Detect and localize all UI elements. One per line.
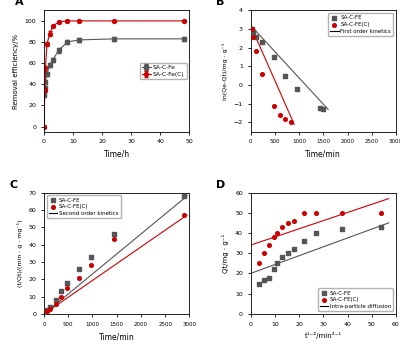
SA-C-FE: [180, 193, 187, 199]
SA-C-FE(C): [312, 210, 319, 216]
SA-C-FE(C): [291, 218, 297, 224]
X-axis label: Time/h: Time/h: [104, 150, 130, 159]
Legend: SA-C-Fe, SA-C-Fe(C): SA-C-Fe, SA-C-Fe(C): [140, 63, 186, 79]
SA-C-FE: [250, 29, 257, 34]
Text: C: C: [9, 180, 17, 190]
SA-C-FE: [256, 281, 262, 286]
SA-C-FE(C): [180, 212, 187, 218]
Text: B: B: [216, 0, 224, 8]
X-axis label: Time/min: Time/min: [305, 150, 341, 159]
SA-C-FE(C): [261, 250, 267, 256]
SA-C-FE: [285, 250, 291, 256]
SA-C-FE(C): [256, 260, 262, 266]
SA-C-FE(C): [87, 263, 94, 268]
SA-C-FE(C): [300, 210, 307, 216]
SA-C-FE: [266, 275, 272, 280]
SA-C-FE: [271, 54, 277, 60]
Legend: SA-C-FE, SA-C-FE(C), First order kinetics: SA-C-FE, SA-C-FE(C), First order kinetic…: [328, 13, 393, 36]
SA-C-FE(C): [47, 306, 53, 312]
Text: A: A: [15, 0, 24, 8]
SA-C-FE(C): [76, 275, 82, 280]
Legend: SA-C-FE, SA-C-FE(C), Second order kinetics: SA-C-FE, SA-C-FE(C), Second order kineti…: [47, 195, 121, 218]
SA-C-FE(C): [52, 301, 59, 306]
SA-C-FE: [47, 304, 53, 310]
SA-C-FE(C): [339, 210, 346, 216]
X-axis label: t¹⁻²/min²⁻¹: t¹⁻²/min²⁻¹: [305, 332, 342, 339]
SA-C-FE: [249, 26, 255, 32]
Y-axis label: (t/Qt)/(min · g · mg⁻¹): (t/Qt)/(min · g · mg⁻¹): [17, 219, 23, 287]
SA-C-FE(C): [249, 26, 255, 32]
SA-C-FE: [58, 289, 65, 294]
SA-C-FE: [282, 73, 289, 79]
SA-C-FE: [378, 224, 384, 230]
SA-C-FE: [111, 231, 117, 237]
SA-C-FE: [291, 246, 297, 252]
SA-C-FE(C): [64, 285, 70, 291]
SA-C-FE(C): [250, 34, 257, 39]
SA-C-FE: [270, 267, 277, 272]
SA-C-FE(C): [253, 49, 260, 54]
SA-C-FE: [261, 277, 267, 282]
Y-axis label: ln(Qe-Qt)/mg · g⁻¹: ln(Qe-Qt)/mg · g⁻¹: [222, 42, 228, 100]
SA-C-FE(C): [44, 308, 50, 314]
SA-C-FE: [259, 39, 265, 45]
SA-C-FE: [52, 297, 59, 303]
SA-C-FE: [44, 308, 50, 313]
SA-C-FE: [76, 266, 82, 272]
SA-C-FE: [64, 280, 70, 285]
SA-C-FE(C): [288, 120, 294, 125]
SA-C-FE: [253, 34, 260, 39]
SA-C-FE(C): [285, 220, 291, 226]
SA-C-FE(C): [276, 112, 283, 118]
Y-axis label: Qt/mg · g⁻¹: Qt/mg · g⁻¹: [222, 234, 230, 273]
SA-C-FE(C): [111, 237, 117, 242]
SA-C-FE(C): [270, 234, 277, 240]
SA-C-FE: [317, 105, 324, 110]
Text: D: D: [216, 180, 225, 190]
Y-axis label: Removal efficiency/%: Removal efficiency/%: [13, 33, 19, 109]
SA-C-FE: [320, 107, 326, 112]
SA-C-FE(C): [266, 243, 272, 248]
Legend: SA-C-FE, SA-C-FE(C), Intra-particle diffusion: SA-C-FE, SA-C-FE(C), Intra-particle diff…: [318, 288, 393, 311]
SA-C-FE: [339, 226, 346, 232]
SA-C-FE(C): [259, 71, 265, 77]
SA-C-FE(C): [279, 224, 285, 230]
SA-C-FE(C): [58, 294, 65, 299]
SA-C-FE: [87, 254, 94, 259]
SA-C-FE: [300, 238, 307, 244]
SA-C-FE(C): [271, 103, 277, 108]
X-axis label: Time/min: Time/min: [99, 332, 135, 341]
SA-C-FE: [312, 230, 319, 236]
SA-C-FE(C): [274, 230, 280, 236]
SA-C-FE(C): [282, 116, 289, 121]
SA-C-FE: [279, 255, 285, 260]
SA-C-FE: [294, 86, 300, 91]
SA-C-FE: [274, 260, 280, 266]
SA-C-FE(C): [378, 210, 384, 216]
